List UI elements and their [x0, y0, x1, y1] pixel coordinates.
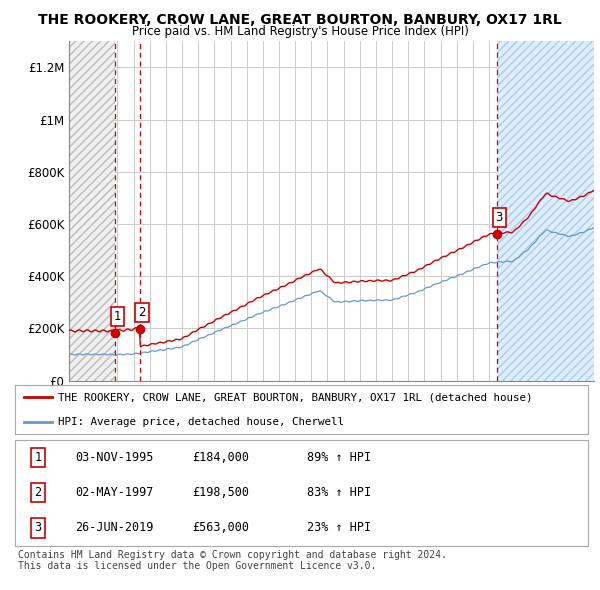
Text: 89% ↑ HPI: 89% ↑ HPI	[307, 451, 371, 464]
Text: £563,000: £563,000	[193, 521, 250, 534]
Text: 3: 3	[34, 521, 41, 534]
Text: Price paid vs. HM Land Registry's House Price Index (HPI): Price paid vs. HM Land Registry's House …	[131, 25, 469, 38]
Text: 26-JUN-2019: 26-JUN-2019	[75, 521, 154, 534]
Text: 3: 3	[496, 211, 503, 224]
Text: 83% ↑ HPI: 83% ↑ HPI	[307, 486, 371, 499]
Text: HPI: Average price, detached house, Cherwell: HPI: Average price, detached house, Cher…	[58, 417, 344, 427]
Text: 03-NOV-1995: 03-NOV-1995	[75, 451, 154, 464]
Text: 2: 2	[34, 486, 41, 499]
Bar	[69, 41, 115, 381]
Text: 1: 1	[34, 451, 41, 464]
Text: £184,000: £184,000	[193, 451, 250, 464]
Bar	[497, 41, 594, 381]
Text: THE ROOKERY, CROW LANE, GREAT BOURTON, BANBURY, OX17 1RL (detached house): THE ROOKERY, CROW LANE, GREAT BOURTON, B…	[58, 392, 532, 402]
Text: THE ROOKERY, CROW LANE, GREAT BOURTON, BANBURY, OX17 1RL: THE ROOKERY, CROW LANE, GREAT BOURTON, B…	[38, 13, 562, 27]
Text: 02-MAY-1997: 02-MAY-1997	[75, 486, 154, 499]
Text: £198,500: £198,500	[193, 486, 250, 499]
Text: 2: 2	[138, 306, 146, 319]
Text: Contains HM Land Registry data © Crown copyright and database right 2024.
This d: Contains HM Land Registry data © Crown c…	[18, 550, 447, 572]
Text: 1: 1	[113, 310, 121, 323]
Text: 23% ↑ HPI: 23% ↑ HPI	[307, 521, 371, 534]
